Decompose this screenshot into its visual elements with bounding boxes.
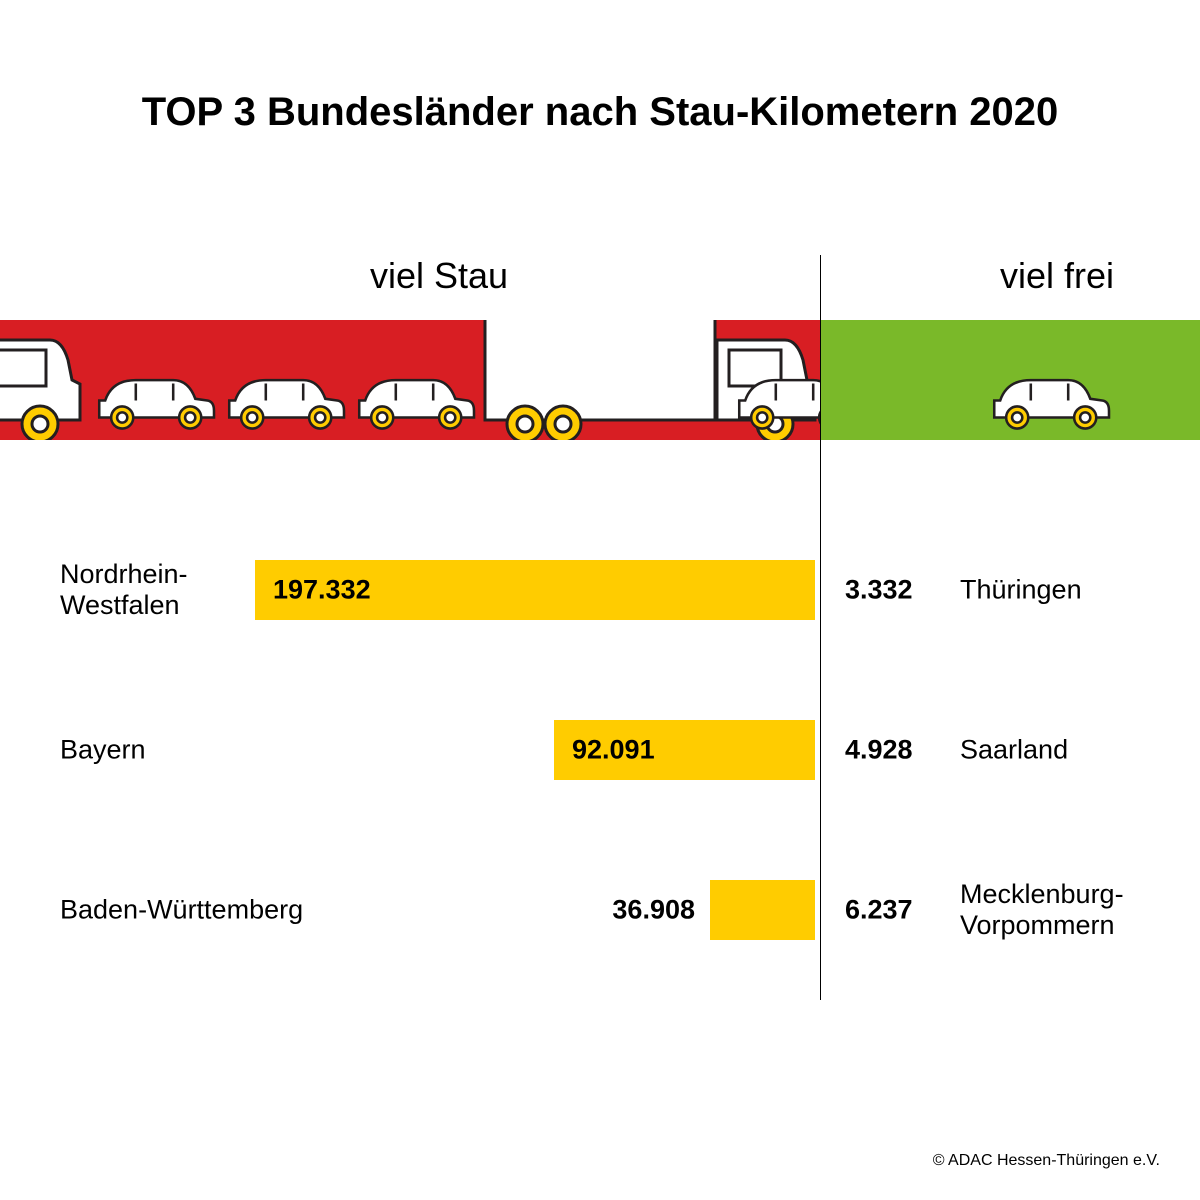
credit-line: © ADAC Hessen-Thüringen e.V. xyxy=(933,1152,1160,1170)
bar xyxy=(710,880,815,940)
state-label-left: Bayern xyxy=(60,735,320,766)
state-label-left: Baden-Württemberg xyxy=(60,895,320,926)
subhead-congested: viel Stau xyxy=(370,255,508,297)
data-row: Baden-Württemberg 36.908 6.237 Mecklenbu… xyxy=(0,880,1200,940)
state-label-right: Saarland xyxy=(960,735,1068,766)
bar-value: 92.091 xyxy=(572,735,655,766)
bar-value: 197.332 xyxy=(273,575,371,606)
bar-value: 36.908 xyxy=(612,895,695,926)
state-label-right: Mecklenburg-Vorpommern xyxy=(960,879,1124,941)
data-row: Bayern 92.091 4.928 Saarland xyxy=(0,720,1200,780)
vehicles-congested xyxy=(0,320,820,440)
vehicle-free xyxy=(820,320,1200,440)
subhead-free: viel frei xyxy=(1000,255,1114,297)
free-value: 3.332 xyxy=(845,575,913,606)
free-value: 4.928 xyxy=(845,735,913,766)
chart-title: TOP 3 Bundesländer nach Stau-Kilometern … xyxy=(0,90,1200,135)
free-value: 6.237 xyxy=(845,895,913,926)
data-row: Nordrhein-Westfalen 197.332 3.332 Thürin… xyxy=(0,560,1200,620)
state-label-right: Thüringen xyxy=(960,575,1082,606)
